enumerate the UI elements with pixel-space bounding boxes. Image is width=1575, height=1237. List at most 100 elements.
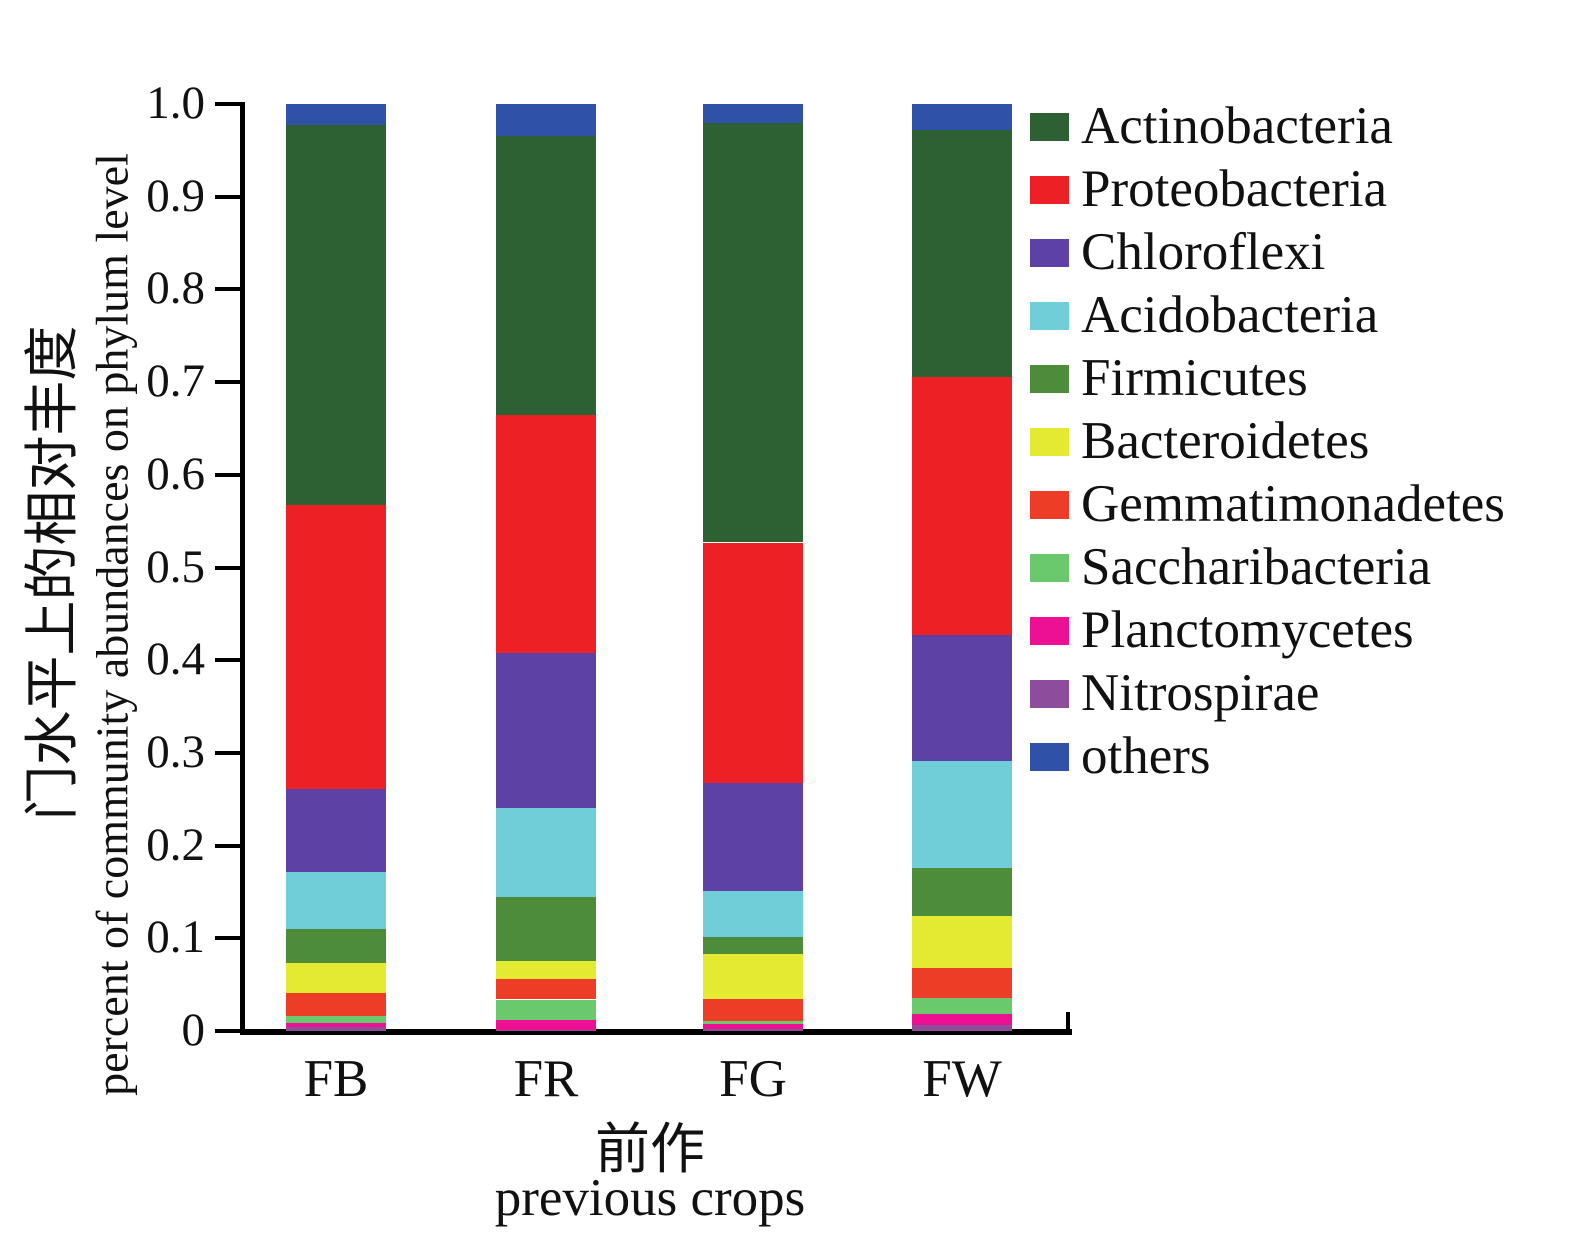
bar-segment-FR-Proteobacteria bbox=[496, 414, 596, 653]
legend-label: Firmicutes bbox=[1081, 349, 1308, 407]
y-tick-label: 0.4 bbox=[146, 633, 205, 686]
y-tick-label: 1.0 bbox=[146, 77, 205, 129]
bar-segment-FG-Planctomycetes bbox=[703, 1023, 803, 1030]
legend-swatch-Bacteroidetes bbox=[1030, 427, 1069, 456]
bar-segment-FW-others bbox=[912, 104, 1012, 130]
bar-segment-FG-Saccharibacteria bbox=[703, 1020, 803, 1024]
bar-segment-FW-Acidobacteria bbox=[912, 761, 1012, 868]
y-tick-label: 0.8 bbox=[146, 262, 205, 315]
bar-segment-FG-Nitrospirae bbox=[703, 1029, 803, 1031]
legend-swatch-Saccharibacteria bbox=[1030, 553, 1069, 582]
bar-segment-FW-Chloroflexi bbox=[912, 635, 1012, 762]
legend-swatch-Nitrospirae bbox=[1030, 679, 1069, 708]
bar-segment-FR-Saccharibacteria bbox=[496, 999, 596, 1020]
legend-item-Nitrospirae: Nitrospirae bbox=[1030, 662, 1319, 725]
bar-segment-FB-others bbox=[286, 104, 386, 126]
bar-segment-FR-Planctomycetes bbox=[496, 1019, 596, 1031]
bar-FB bbox=[286, 104, 386, 1031]
y-tick-label: 0 bbox=[181, 1004, 206, 1056]
y-tick-line bbox=[215, 102, 241, 106]
legend-item-Acidobacteria: Acidobacteria bbox=[1030, 284, 1378, 347]
y-tick-line bbox=[215, 380, 241, 385]
legend-swatch-Gemmatimonadetes bbox=[1030, 490, 1069, 519]
bar-segment-FR-others bbox=[496, 104, 596, 136]
bar-segment-FR-Actinobacteria bbox=[496, 135, 596, 415]
legend-swatch-Planctomycetes bbox=[1030, 616, 1069, 645]
y-tick-line bbox=[215, 565, 241, 570]
y-tick-label: 0.7 bbox=[146, 355, 205, 408]
x-axis-title-english: previous crops bbox=[494, 1169, 806, 1227]
y-tick-line bbox=[215, 750, 241, 755]
y-tick-label: 0.2 bbox=[146, 818, 205, 871]
y-tick-line bbox=[215, 287, 241, 292]
bar-segment-FG-Proteobacteria bbox=[703, 542, 803, 783]
y-axis-line bbox=[240, 102, 245, 1034]
legend-label: Actinobacteria bbox=[1081, 97, 1393, 155]
legend-label: Chloroflexi bbox=[1081, 223, 1326, 281]
bar-segment-FW-Gemmatimonadetes bbox=[912, 967, 1012, 998]
legend-item-Saccharibacteria: Saccharibacteria bbox=[1030, 536, 1431, 599]
bar-segment-FB-Actinobacteria bbox=[286, 125, 386, 506]
bar-segment-FG-others bbox=[703, 104, 803, 124]
legend-item-Actinobacteria: Actinobacteria bbox=[1030, 95, 1393, 158]
x-axis-line bbox=[240, 1029, 1072, 1035]
bar-segment-FW-Saccharibacteria bbox=[912, 997, 1012, 1015]
bar-FR bbox=[496, 104, 596, 1031]
x-tick-label-FG: FG bbox=[719, 1050, 787, 1108]
legend-label: Nitrospirae bbox=[1081, 664, 1320, 722]
legend-item-Gemmatimonadetes: Gemmatimonadetes bbox=[1030, 473, 1505, 536]
bar-segment-FB-Gemmatimonadetes bbox=[286, 992, 386, 1016]
legend-swatch-Proteobacteria bbox=[1030, 175, 1069, 204]
y-tick-label: 0.3 bbox=[146, 725, 205, 778]
bar-segment-FW-Planctomycetes bbox=[912, 1014, 1012, 1025]
legend-item-Planctomycetes: Planctomycetes bbox=[1030, 599, 1414, 662]
legend-label: Proteobacteria bbox=[1081, 160, 1388, 218]
y-tick-label: 0.5 bbox=[146, 540, 205, 593]
legend-label: Gemmatimonadetes bbox=[1081, 475, 1505, 533]
y-tick-label: 0.1 bbox=[146, 911, 205, 964]
bar-segment-FB-Acidobacteria bbox=[286, 872, 386, 930]
y-tick-line bbox=[215, 658, 241, 663]
x-axis-end-tick bbox=[1066, 1012, 1070, 1030]
bar-segment-FG-Bacteroidetes bbox=[703, 954, 803, 999]
bar-segment-FG-Actinobacteria bbox=[703, 123, 803, 543]
legend-item-Bacteroidetes: Bacteroidetes bbox=[1030, 410, 1369, 473]
bar-segment-FG-Chloroflexi bbox=[703, 782, 803, 892]
bar-FG bbox=[703, 104, 803, 1031]
x-axis-title-chinese: 前作 bbox=[594, 1119, 705, 1180]
y-tick-line bbox=[215, 194, 241, 199]
legend-item-Proteobacteria: Proteobacteria bbox=[1030, 158, 1387, 221]
legend-swatch-Acidobacteria bbox=[1030, 301, 1069, 330]
bar-segment-FG-Gemmatimonadetes bbox=[703, 998, 803, 1021]
y-tick-label: 0.6 bbox=[146, 447, 205, 500]
bar-FW bbox=[912, 104, 1012, 1031]
bar-segment-FR-Gemmatimonadetes bbox=[496, 979, 596, 1000]
bar-segment-FR-Firmicutes bbox=[496, 896, 596, 961]
x-tick-label-FB: FB bbox=[303, 1050, 369, 1108]
bar-segment-FB-Saccharibacteria bbox=[286, 1015, 386, 1024]
y-tick-line bbox=[215, 1029, 241, 1033]
y-axis-title-chinese: 门水平上的相对丰度 bbox=[22, 325, 83, 821]
legend-swatch-others bbox=[1030, 742, 1069, 771]
x-tick-label-FW: FW bbox=[922, 1050, 1002, 1108]
legend-swatch-Actinobacteria bbox=[1030, 112, 1069, 141]
bar-segment-FW-Bacteroidetes bbox=[912, 916, 1012, 968]
bar-segment-FW-Firmicutes bbox=[912, 867, 1012, 917]
bar-segment-FB-Chloroflexi bbox=[286, 789, 386, 873]
x-tick-label-FR: FR bbox=[513, 1050, 579, 1108]
legend-item-Firmicutes: Firmicutes bbox=[1030, 347, 1308, 410]
legend-swatch-Firmicutes bbox=[1030, 364, 1069, 393]
bar-segment-FR-Chloroflexi bbox=[496, 652, 596, 808]
bar-segment-FB-Firmicutes bbox=[286, 929, 386, 964]
bar-segment-FW-Actinobacteria bbox=[912, 129, 1012, 378]
legend-item-Chloroflexi: Chloroflexi bbox=[1030, 221, 1325, 284]
y-tick-line bbox=[215, 936, 241, 941]
y-tick-line bbox=[215, 843, 241, 848]
legend-label: Saccharibacteria bbox=[1081, 538, 1432, 596]
bar-segment-FB-Planctomycetes bbox=[286, 1023, 386, 1028]
bar-segment-FB-Bacteroidetes bbox=[286, 963, 386, 993]
bar-segment-FW-Nitrospirae bbox=[912, 1024, 1012, 1031]
legend-label: Bacteroidetes bbox=[1081, 412, 1370, 470]
bar-segment-FB-Proteobacteria bbox=[286, 505, 386, 790]
